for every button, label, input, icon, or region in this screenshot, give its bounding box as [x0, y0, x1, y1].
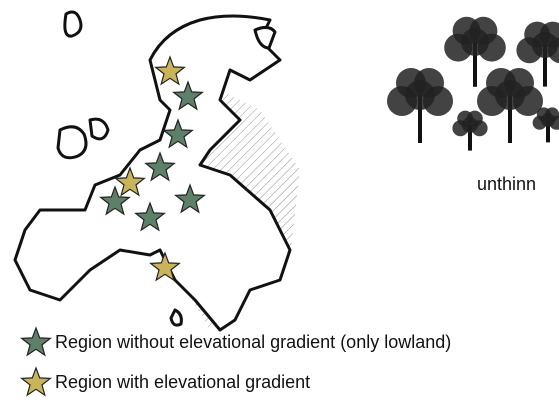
- star: [144, 151, 176, 182]
- star: [134, 201, 166, 232]
- star: [20, 366, 52, 397]
- crown: [469, 16, 498, 45]
- europe-map: [13, 10, 300, 332]
- star: [174, 183, 206, 214]
- region-markers: [20, 55, 206, 397]
- star: [154, 55, 186, 86]
- star: [162, 118, 194, 149]
- star: [149, 251, 181, 282]
- star: [99, 185, 131, 216]
- legend-label: Region with elevational gradient: [55, 372, 310, 392]
- legend-label: Region without elevational gradient (onl…: [55, 332, 451, 352]
- star: [172, 80, 204, 111]
- crown: [504, 68, 534, 98]
- crown: [414, 68, 444, 98]
- star: [114, 166, 146, 197]
- crown: [466, 110, 483, 127]
- star: [20, 326, 52, 357]
- crown: [545, 107, 559, 122]
- treatment-label: unthinn: [477, 174, 536, 194]
- crown: [539, 21, 559, 48]
- tree-illustration: [387, 16, 559, 151]
